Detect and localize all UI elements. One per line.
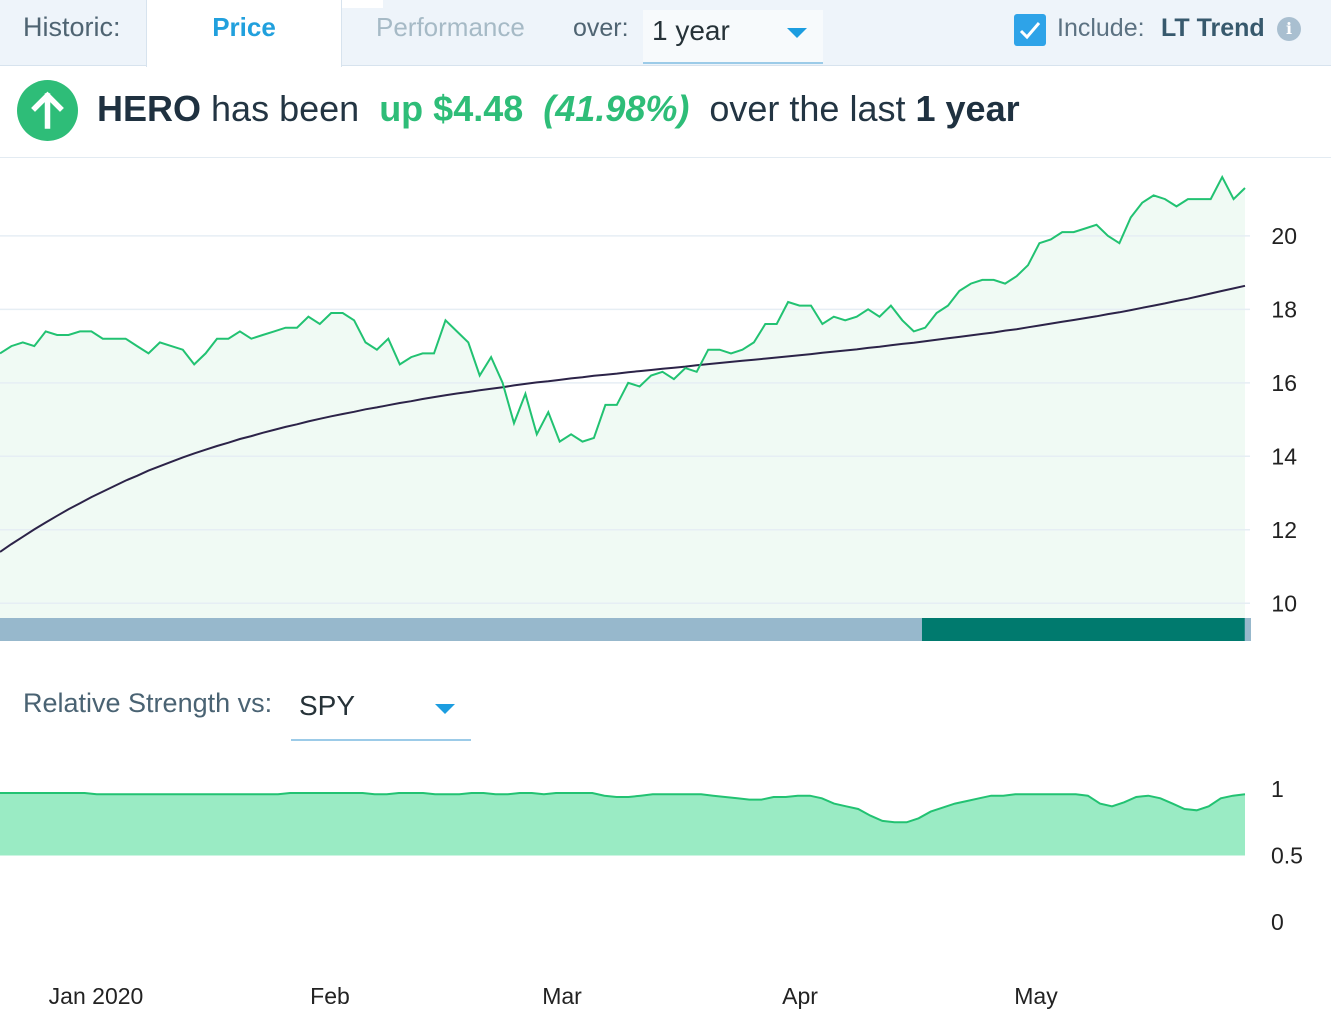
price-area [0,177,1245,618]
x-tick-label: Apr [782,983,818,1009]
historic-label: Historic: [23,12,121,42]
headline-text: HERO has been up $4.48 (41.98%) over the… [97,88,1020,130]
headline-period: 1 year [915,88,1020,129]
y-tick-label: 16 [1271,370,1297,396]
y-tick-label: 10 [1271,590,1297,616]
lt-trend-label[interactable]: LT Trend [1161,14,1265,42]
tab-price-label: Price [212,12,276,42]
relative-strength-chart[interactable]: 00.51 [0,760,1331,945]
y-tick-label: 12 [1271,517,1297,543]
chevron-down-icon [787,28,807,38]
x-tick-label: Feb [310,983,350,1009]
checkmark-icon [1019,22,1041,40]
x-axis: Jan 2020 Feb Mar Apr May [0,975,1331,1020]
tab-performance[interactable]: Performance [376,12,525,42]
historic-tab-bar: Historic: Price Performance over: 1 year… [0,0,1331,67]
performance-headline: HERO has been up $4.48 (41.98%) over the… [0,70,1331,158]
price-chart[interactable]: 10 12 14 16 18 20 [0,158,1331,643]
headline-over-the-last: over the last [709,88,906,129]
y-tick-label: 0 [1271,909,1284,935]
benchmark-dropdown[interactable]: SPY [291,678,471,741]
include-label: Include: [1057,14,1145,42]
lt-trend-line [0,284,1246,553]
x-tick-label: Jan 2020 [48,983,144,1009]
period-dropdown-value: 1 year [652,15,730,46]
x-tick-label: May [1014,983,1058,1009]
benchmark-dropdown-value: SPY [299,690,356,721]
tab-price[interactable]: Price [146,0,342,67]
relative-strength-area [0,793,1245,856]
y-tick-label: 0.5 [1271,843,1303,869]
percent-change: (41.98%) [543,88,690,129]
over-label: over: [573,14,629,42]
price-line [0,174,1246,444]
info-icon[interactable]: i [1277,17,1301,41]
arrow-up-icon [17,80,78,141]
relative-strength-line [0,792,1246,824]
navigator-window [921,618,1245,641]
period-dropdown[interactable]: 1 year [643,10,823,64]
headline-has-been: has been [211,88,360,129]
lt-trend-checkbox[interactable] [1014,14,1046,46]
y-tick-label: 14 [1271,443,1297,469]
y-tick-label: 18 [1271,296,1297,322]
x-tick-label: Mar [542,983,582,1009]
relative-strength-label: Relative Strength vs: [23,688,273,718]
y-tick-label: 1 [1271,776,1284,802]
chevron-down-icon [435,704,455,714]
price-change: up $4.48 [379,88,524,129]
y-tick-label: 20 [1271,223,1297,249]
ticker-symbol: HERO [97,88,202,129]
